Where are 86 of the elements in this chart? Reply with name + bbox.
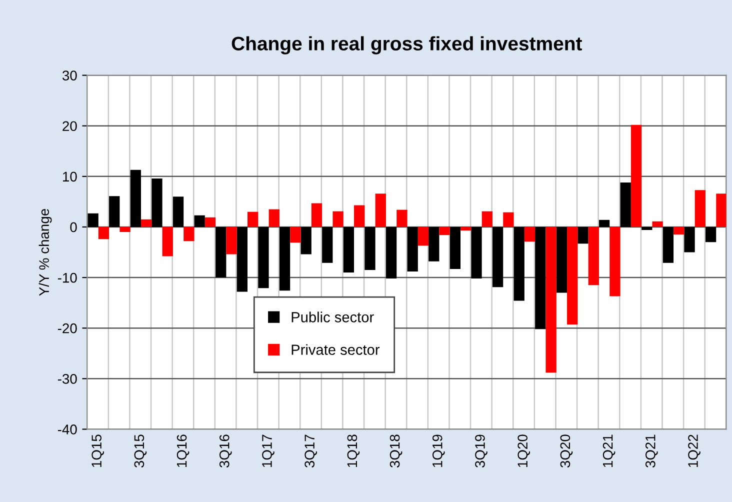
bar <box>343 226 354 272</box>
bar <box>152 178 162 227</box>
bar <box>684 226 695 252</box>
bar <box>322 226 333 263</box>
bar <box>642 226 652 230</box>
bar <box>567 226 578 325</box>
y-tick-label: -30 <box>58 374 77 384</box>
y-tick-label: -10 <box>58 272 77 283</box>
x-tick-label: 1Q19 <box>432 434 445 467</box>
bar <box>184 226 194 242</box>
bar <box>694 190 706 227</box>
bar <box>162 226 173 256</box>
bar <box>662 226 674 263</box>
bar <box>311 203 322 227</box>
bar <box>535 226 546 330</box>
bar <box>492 226 504 288</box>
bar <box>674 226 684 235</box>
x-tick-label: 3Q17 <box>304 434 317 468</box>
x-tick-label: 1Q15 <box>92 434 104 467</box>
bar <box>428 226 440 262</box>
bar <box>620 182 631 227</box>
bar <box>258 226 269 288</box>
y-tick-label: 10 <box>63 172 77 182</box>
y-tick-label: -40 <box>58 424 77 434</box>
bar <box>226 226 237 254</box>
bar <box>194 215 205 227</box>
x-tick-label: 3Q15 <box>134 434 147 468</box>
bar <box>386 226 397 279</box>
x-tick-label: 3Q20 <box>560 434 573 468</box>
bar <box>546 226 556 373</box>
x-tick-label: 1Q18 <box>347 434 360 467</box>
bar <box>290 226 301 243</box>
bar <box>236 226 248 292</box>
bar <box>716 194 726 227</box>
bar <box>354 205 365 227</box>
x-tick-label: 3Q18 <box>390 434 402 468</box>
bar <box>332 211 344 227</box>
y-axis-title: Y/Y % change <box>38 208 52 296</box>
bar <box>204 217 216 227</box>
bar <box>396 210 408 227</box>
bar <box>450 226 461 269</box>
x-tick-label: 1Q22 <box>688 434 700 467</box>
bar <box>120 226 130 232</box>
bar <box>268 209 280 227</box>
y-tick-label: 30 <box>62 70 77 80</box>
x-tick-label: 3Q19 <box>475 434 488 468</box>
bar <box>588 226 599 286</box>
x-tick-label: 1Q16 <box>176 434 190 467</box>
y-tick-label: 20 <box>62 121 77 132</box>
bar <box>216 226 226 278</box>
bar <box>630 124 642 227</box>
bar <box>141 219 152 227</box>
bar <box>610 226 620 296</box>
x-tick-label: 1Q20 <box>518 434 530 467</box>
bar <box>578 226 588 244</box>
bar <box>514 226 524 301</box>
bar <box>503 212 514 227</box>
x-tick-label: 3Q21 <box>645 434 658 468</box>
legend-label: Private sector <box>292 344 380 355</box>
bar <box>364 226 376 270</box>
y-tick-label: -20 <box>58 323 77 334</box>
bar <box>418 226 429 246</box>
bar <box>471 226 482 279</box>
bar <box>556 226 568 293</box>
bar <box>460 226 472 231</box>
x-tick-label: 1Q21 <box>602 434 616 467</box>
bar <box>130 170 141 227</box>
bar <box>652 221 663 227</box>
bar <box>98 226 110 240</box>
chart-title: Change in real gross fixed investment <box>232 36 582 54</box>
bar <box>598 220 610 227</box>
bar <box>482 211 492 227</box>
bar <box>439 226 450 236</box>
bar <box>109 196 120 227</box>
bar <box>300 226 312 254</box>
bar <box>248 212 258 227</box>
x-tick-label: 1Q17 <box>262 434 274 467</box>
bar <box>375 194 386 227</box>
y-tick-label: 0 <box>70 222 77 232</box>
bar <box>407 226 418 272</box>
bar <box>172 196 184 227</box>
x-tick-label: 3Q16 <box>219 434 232 468</box>
legend-label: Public sector <box>292 312 374 322</box>
bar <box>524 226 536 242</box>
bar <box>705 226 716 242</box>
bar <box>279 226 290 291</box>
